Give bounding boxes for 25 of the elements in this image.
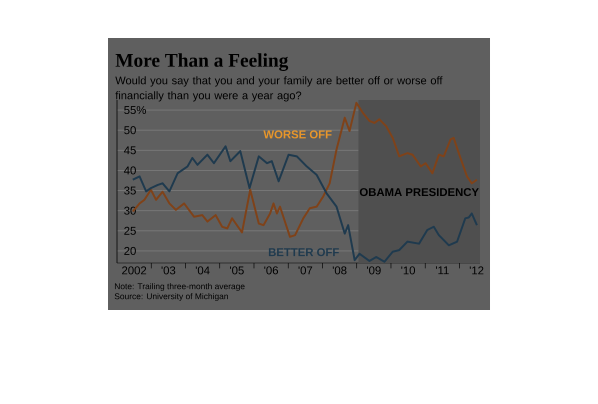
x-tick-label: '12 — [470, 266, 484, 274]
x-tick-label: '06 — [264, 266, 278, 274]
x-tick-label: 2002 — [122, 266, 146, 274]
y-tick-label: 40 — [124, 166, 136, 174]
series-label: WORSE OFF — [263, 130, 332, 138]
text: Note: Trailing three-month average — [114, 283, 245, 291]
x-tick-label: '03 — [162, 266, 176, 274]
x-tick-label: '05 — [230, 266, 244, 274]
band-label: OBAMA PRESIDENCY — [360, 188, 479, 196]
x-tick-label: '07 — [298, 266, 312, 274]
y-tick-label: 20 — [124, 246, 136, 255]
x-tick-label: '09 — [367, 266, 381, 274]
y-tick-label: 35 — [124, 186, 136, 195]
y-tick-label: 50 — [124, 126, 136, 134]
y-tick-label: 45 — [124, 146, 136, 154]
x-tick-label: '11 — [436, 266, 449, 274]
chart-title: More Than a Feeling — [116, 53, 288, 71]
source-note: Source: University of Michigan — [114, 293, 228, 301]
x-tick-label: '04 — [196, 266, 210, 274]
chart-subtitle: Would you say that you and your family are better off or worse off financially than you were a year ago? — [115, 76, 442, 102]
x-tick-label: '10 — [401, 266, 416, 274]
y-tick-label: 25 — [124, 226, 136, 235]
series-label: BETTER OFF — [268, 248, 339, 256]
y-tick-label: 55% — [124, 106, 146, 114]
x-tick-label: '08 — [332, 266, 346, 274]
